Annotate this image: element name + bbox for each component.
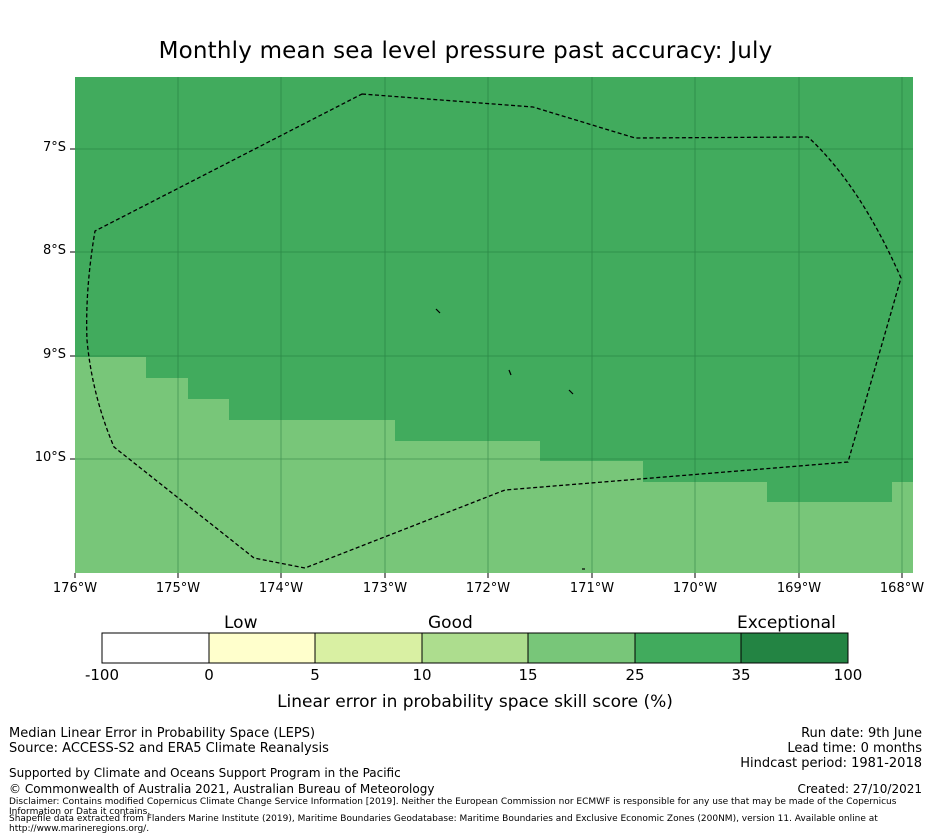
colorbar-category-exceptional: Exceptional bbox=[737, 613, 836, 633]
eez-boundary bbox=[86, 93, 902, 569]
colorbar-tick: -100 bbox=[84, 666, 120, 684]
lon-label-171w: 171°W bbox=[569, 581, 615, 596]
lat-label-8s: 8°S bbox=[42, 243, 66, 258]
lon-label-174w: 174°W bbox=[258, 581, 304, 596]
axis-ticks bbox=[70, 148, 903, 578]
lat-label-10s: 10°S bbox=[34, 450, 66, 465]
islands bbox=[435, 308, 585, 570]
lon-label-169w: 169°W bbox=[776, 581, 822, 596]
lon-label-168w: 168°W bbox=[879, 581, 925, 596]
gridlines bbox=[75, 77, 913, 573]
footer-source: Source: ACCESS-S2 and ERA5 Climate Reana… bbox=[9, 741, 329, 756]
colorbar-tick: 25 bbox=[625, 666, 645, 684]
footer-shapefile-credit: Shapefile data extracted from Flanders M… bbox=[9, 814, 878, 834]
footer-metric: Median Linear Error in Probability Space… bbox=[9, 726, 316, 741]
footer-run-date: Run date: 9th June bbox=[801, 726, 922, 741]
lon-label-175w: 175°W bbox=[155, 581, 201, 596]
colorbar-tick: 15 bbox=[518, 666, 538, 684]
colorbar-tick: 0 bbox=[204, 666, 214, 684]
colorbar-tick: 100 bbox=[833, 666, 863, 684]
chart-title: Monthly mean sea level pressure past acc… bbox=[158, 38, 773, 64]
footer-supported: Supported by Climate and Oceans Support … bbox=[9, 766, 401, 780]
lat-label-7s: 7°S bbox=[42, 140, 66, 155]
footer-lead-time: Lead time: 0 months bbox=[787, 741, 922, 756]
lon-label-172w: 172°W bbox=[465, 581, 511, 596]
colorbar-tick: 35 bbox=[731, 666, 751, 684]
colorbar-tick: 5 bbox=[310, 666, 320, 684]
colorbar-category-low: Low bbox=[224, 613, 258, 633]
lower-skill-region bbox=[75, 357, 913, 573]
footer-hindcast-period: Hindcast period: 1981-2018 bbox=[740, 756, 922, 771]
lat-label-9s: 9°S bbox=[42, 347, 66, 362]
colorbar-category-good: Good bbox=[428, 613, 473, 633]
footer-disclaimer: Disclaimer: Contains modified Copernicus… bbox=[9, 797, 897, 817]
lon-label-170w: 170°W bbox=[672, 581, 718, 596]
footer-copyright: © Commonwealth of Australia 2021, Austra… bbox=[9, 782, 435, 796]
lon-label-176w: 176°W bbox=[52, 581, 98, 596]
footer-created-date: Created: 27/10/2021 bbox=[797, 782, 922, 796]
colorbar-tick: 10 bbox=[412, 666, 432, 684]
lon-label-173w: 173°W bbox=[362, 581, 408, 596]
colorbar bbox=[101, 632, 849, 664]
colorbar-label: Linear error in probability space skill … bbox=[277, 692, 673, 712]
